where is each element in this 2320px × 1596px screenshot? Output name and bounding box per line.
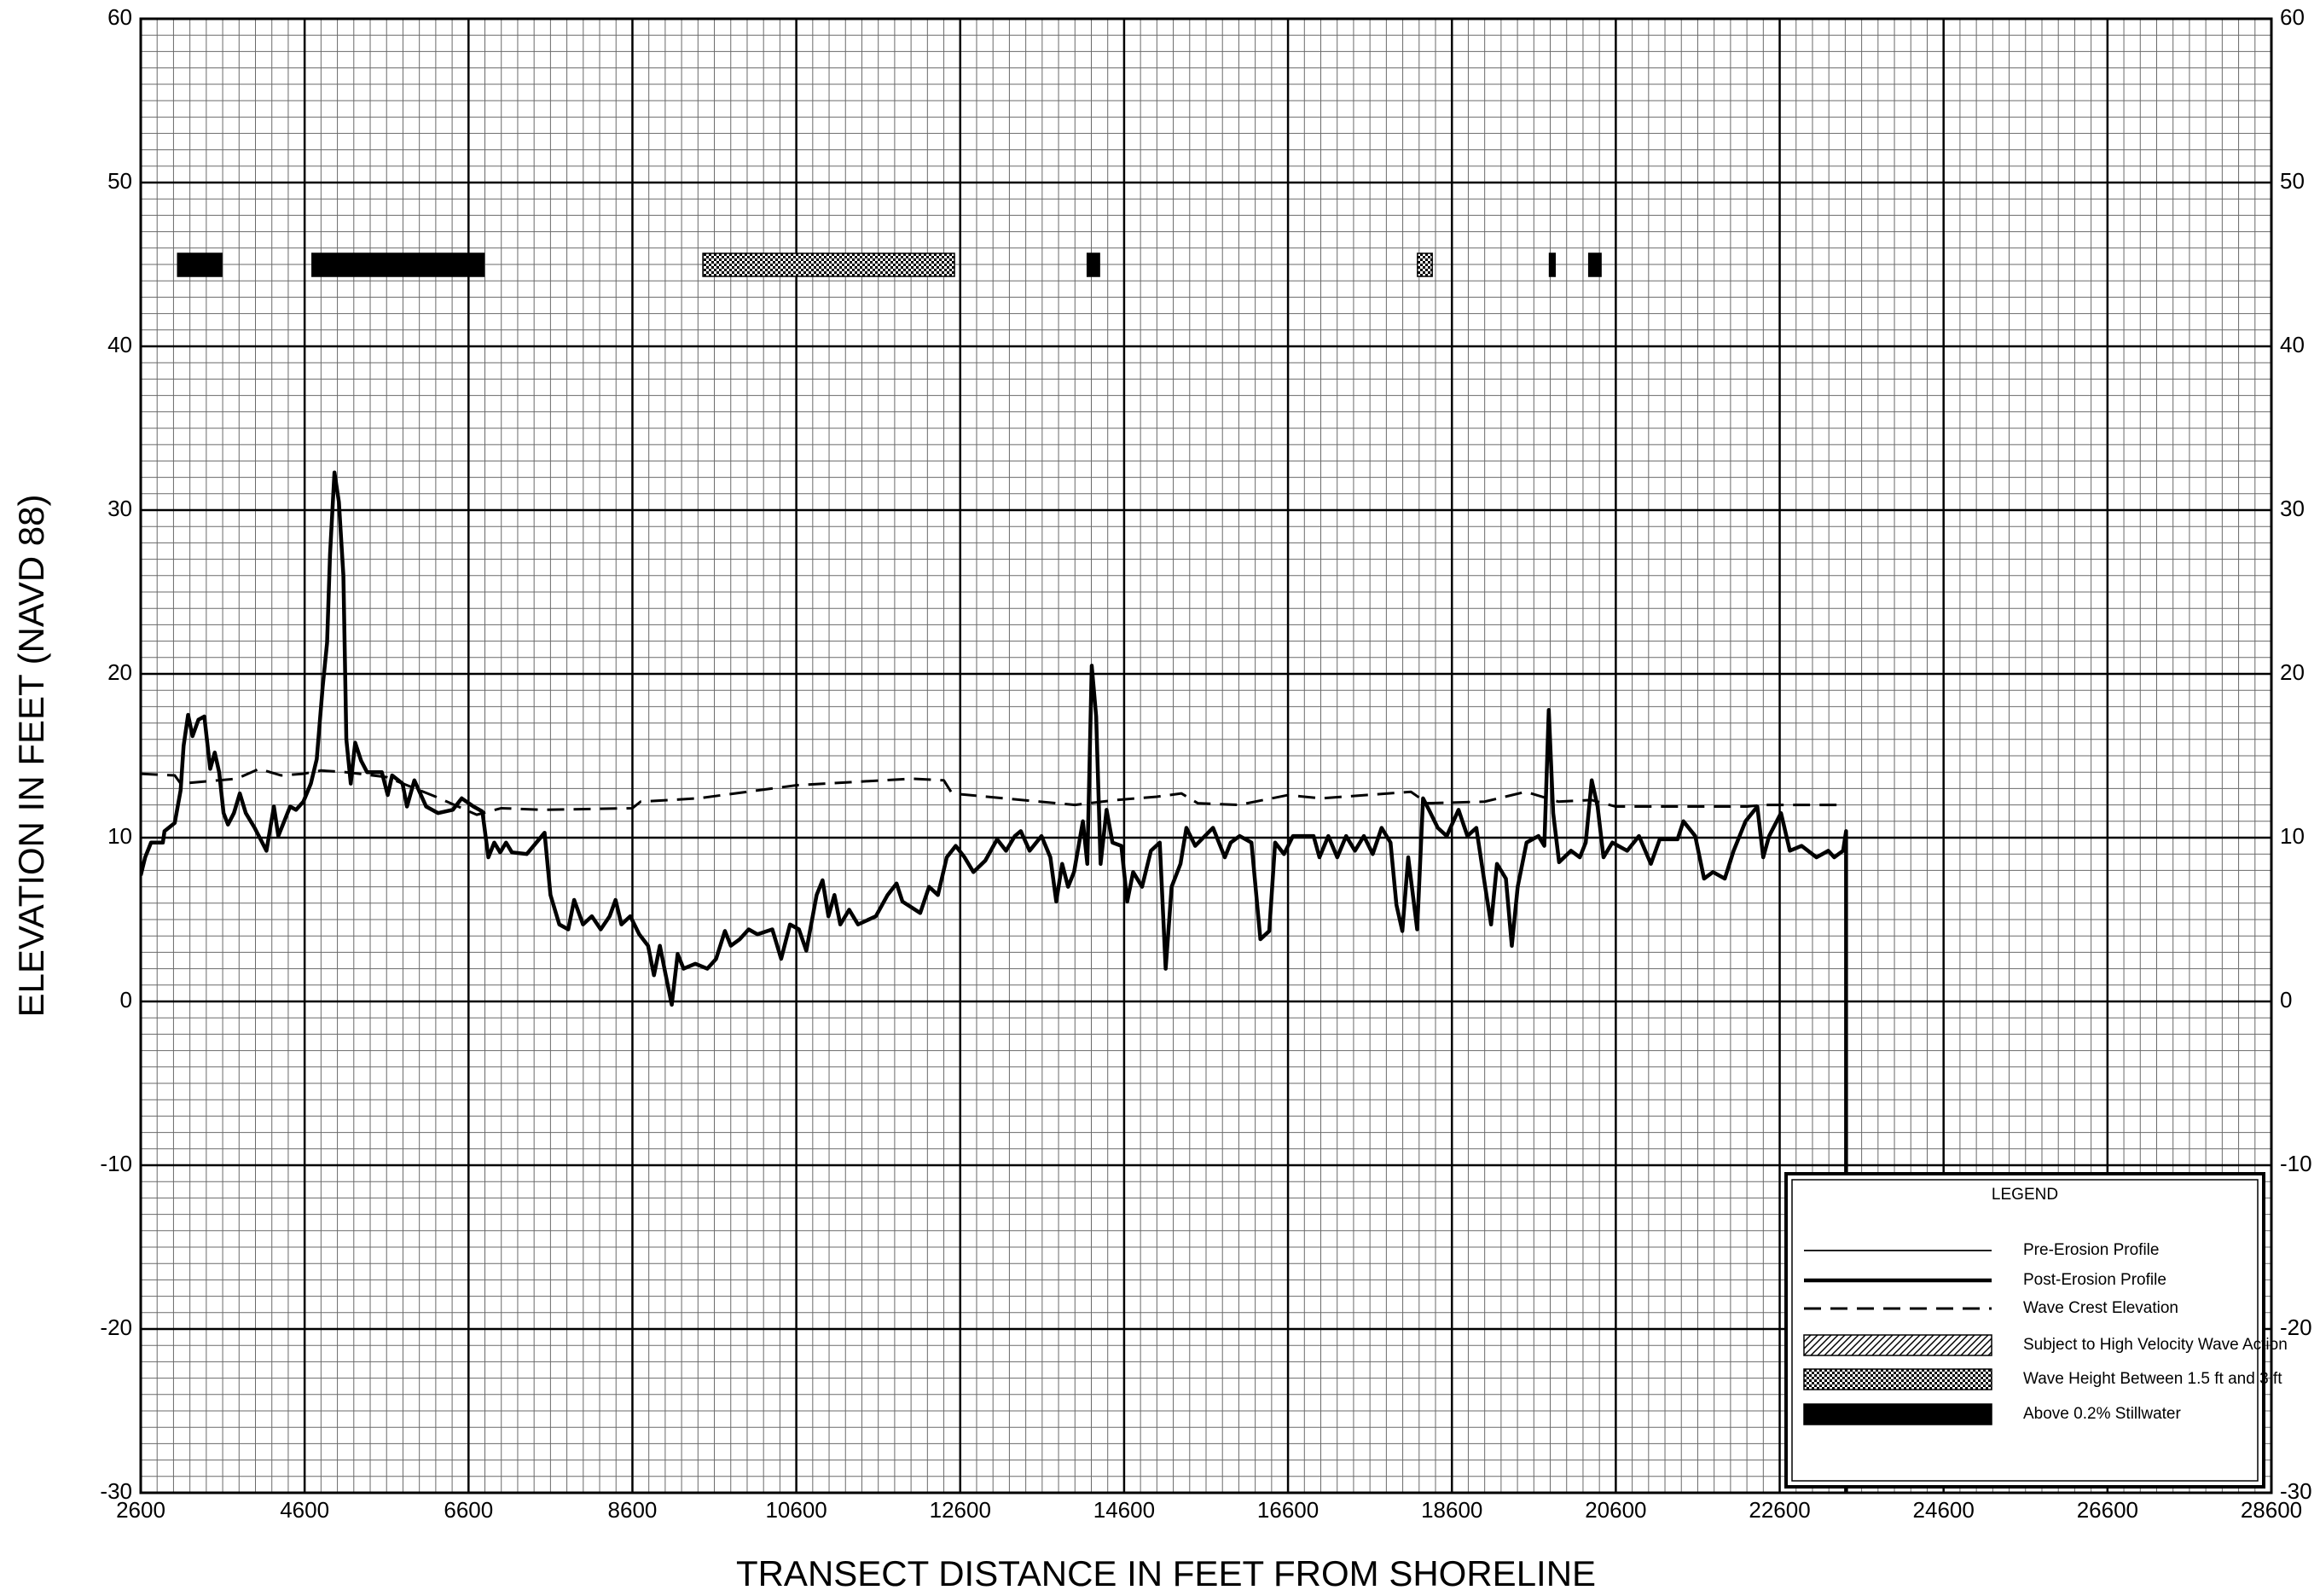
legend-label: Pre-Erosion Profile [2023,1241,2159,1259]
y2-tick-label: 20 [2280,659,2305,685]
x-tick-label: 22600 [1749,1497,1810,1523]
y2-tick-label: -20 [2280,1315,2312,1340]
y-tick-label: 0 [120,987,132,1013]
y2-tick-label: -10 [2280,1151,2312,1176]
x-tick-label: 6600 [444,1497,493,1523]
x-tick-label: 16600 [1257,1497,1319,1523]
legend-label: Wave Crest Elevation [2023,1299,2178,1317]
zone-bar [702,252,955,277]
y2-tick-label: 50 [2280,168,2305,194]
zone-bar [1548,252,1557,277]
plot-frame [139,17,2273,1494]
y-tick-label: -20 [100,1315,132,1340]
x-tick-label: 12600 [930,1497,991,1523]
x-tick-label: 18600 [1421,1497,1482,1523]
y2-tick-label: -30 [2280,1478,2312,1504]
x-tick-label: 10600 [765,1497,826,1523]
y-tick-label: 40 [107,332,132,357]
y2-tick-label: 0 [2280,987,2292,1013]
x-tick-label: 20600 [1585,1497,1646,1523]
legend-swatch [1803,1403,1992,1425]
x-tick-label: 28600 [2241,1497,2302,1523]
y-tick-label: 60 [107,4,132,30]
series-line [141,470,1848,1493]
y-tick-label: -10 [100,1151,132,1176]
x-tick-label: 4600 [280,1497,329,1523]
legend: LEGEND Pre-Erosion Profile Post-Erosion P… [1784,1172,2288,1489]
zone-bar [1417,252,1433,277]
zone-bar [311,252,485,277]
legend-title: LEGEND [1992,1186,2058,1204]
legend-inner-box [1791,1179,2259,1482]
labels: 2600 4600 6600 8600 10600 12600 14600 16600 1860… [100,4,2311,1523]
zone-bar [1086,252,1100,277]
zone-bar [177,252,223,277]
y2-tick-label: 60 [2280,4,2305,30]
legend-label: Above 0.2% Stillwater [2023,1405,2181,1423]
legend-label: Subject to High Velocity Wave Action [2023,1336,2288,1354]
x-tick-label: 8600 [608,1497,658,1523]
x-tick-label: 26600 [2077,1497,2138,1523]
legend-swatch [1803,1334,1992,1356]
legend-label: Post-Erosion Profile [2023,1271,2166,1289]
x-axis-label: TRANSECT DISTANCE IN FEET FROM SHORELINE [736,1553,1596,1593]
y2-tick-label: 30 [2280,496,2305,521]
x-tick-label: 2600 [116,1497,165,1523]
y-tick-label: -30 [100,1478,132,1504]
series-line [141,767,1846,816]
y-tick-label: 30 [107,496,132,521]
zone-bar [1587,252,1602,277]
legend-box [1784,1172,2265,1489]
y-tick-label: 10 [107,823,132,849]
major-grid [139,17,2273,1494]
x-tick-label: 14600 [1093,1497,1155,1523]
y-tick-label: 50 [107,168,132,194]
legend-swatch [1803,1368,1992,1390]
x-tick-label: 24600 [1913,1497,1975,1523]
legend-label: Wave Height Between 1.5 ft and 3 ft [2023,1370,2282,1388]
y2-tick-label: 40 [2280,332,2305,357]
y-axis-label: ELEVATION IN FEET (NAVD 88) [11,494,51,1017]
y2-tick-label: 10 [2280,823,2305,849]
y-tick-label: 20 [107,659,132,685]
plot-area [141,252,1848,1493]
